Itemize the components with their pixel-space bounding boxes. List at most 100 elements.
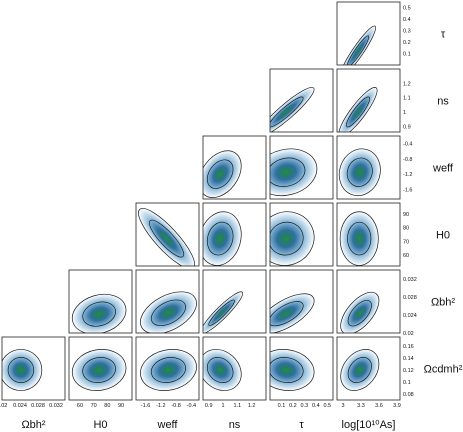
y-tick-label: 0.08 xyxy=(403,392,414,398)
y-param-label: τ xyxy=(441,29,446,41)
y-tick-label: 60 xyxy=(403,253,409,259)
x-tick-label: 0.02 xyxy=(0,403,7,409)
x-tick-label: 0.028 xyxy=(31,403,45,409)
panel-omegacdmh2-vs-logA xyxy=(336,336,401,401)
panel-weff-vs-logA xyxy=(336,135,401,200)
panel-frame xyxy=(269,202,334,267)
contour-95 xyxy=(340,25,376,65)
panel-omegabh2-vs-h0 xyxy=(68,269,133,334)
panel-h0-vs-logA xyxy=(336,202,401,267)
x-tick-label: -1.6 xyxy=(141,403,150,409)
panel-frame xyxy=(202,336,267,401)
contour-95 xyxy=(203,211,242,266)
contour-95 xyxy=(138,208,195,266)
x-tick-label: 3 xyxy=(341,403,344,409)
y-tick-label: 0.032 xyxy=(403,277,417,283)
y-tick-label: 1.1 xyxy=(403,96,411,102)
panel-frame xyxy=(336,336,401,401)
contour-95 xyxy=(71,293,127,333)
x-tick-label: 0.032 xyxy=(49,403,63,409)
density-fill xyxy=(270,292,316,333)
y-tick-label: 0.1 xyxy=(403,380,411,386)
density-fill xyxy=(339,348,381,392)
panel-omegacdmh2-vs-weff xyxy=(135,336,200,401)
density-fill xyxy=(339,24,377,65)
x-tick-label: 60 xyxy=(77,403,83,409)
panel-frame xyxy=(336,68,401,133)
density-fill xyxy=(203,210,243,266)
panel-frame xyxy=(135,202,200,267)
y-tick-label: 0.2 xyxy=(403,40,411,46)
y-tick-label: -1.6 xyxy=(403,187,412,193)
x-tick-label: 0.2 xyxy=(289,403,297,409)
panel-frame xyxy=(336,202,401,267)
density-fill xyxy=(138,290,199,333)
panel-frame xyxy=(336,269,401,334)
y-tick-label: 0.1 xyxy=(403,52,411,58)
x-param-label: H0 xyxy=(93,419,107,431)
panels-layer xyxy=(1,1,401,401)
y-tick-label: 0.02 xyxy=(403,331,414,337)
panel-frame xyxy=(336,1,401,66)
density-fill xyxy=(203,290,244,333)
panel-frame xyxy=(202,202,267,267)
y-param-label: weff xyxy=(432,163,454,175)
x-param-label: τ xyxy=(299,419,304,431)
x-param-label: ns xyxy=(229,419,241,431)
density-fill xyxy=(70,293,128,333)
y-param-label: ns xyxy=(437,96,449,108)
contour-68 xyxy=(270,96,304,128)
y-tick-label: 0.12 xyxy=(403,368,414,374)
x-tick-label: 0.4 xyxy=(312,403,320,409)
contour-68 xyxy=(346,157,373,187)
x-param-label: weff xyxy=(157,419,179,431)
density-fill xyxy=(270,85,316,132)
x-tick-label: 0.5 xyxy=(323,403,331,409)
density-fill xyxy=(270,210,316,266)
panel-frame xyxy=(269,68,334,133)
y-tick-label: 1.2 xyxy=(403,81,411,87)
panel-omegacdmh2-vs-ns xyxy=(202,336,267,401)
contour-95 xyxy=(340,291,380,333)
panel-h0-vs-weff xyxy=(135,202,200,267)
density-fill xyxy=(339,290,381,333)
contour-68 xyxy=(206,221,234,256)
panel-ns-vs-tau xyxy=(269,68,334,133)
contour-95 xyxy=(203,291,244,333)
x-tick-label: 1.2 xyxy=(248,403,256,409)
y-tick-label: 0.024 xyxy=(403,313,417,319)
contour-95 xyxy=(340,349,380,391)
y-param-label: H0 xyxy=(436,230,450,242)
x-tick-label: 80 xyxy=(104,403,110,409)
panel-frame xyxy=(68,336,133,401)
density-fill xyxy=(337,147,382,198)
contour-68 xyxy=(345,96,371,128)
contour-95 xyxy=(339,211,379,266)
x-tick-label: 3.9 xyxy=(393,403,401,409)
x-tick-label: 0.9 xyxy=(205,403,213,409)
panel-omegacdmh2-vs-omegabh2 xyxy=(1,336,66,401)
panel-frame xyxy=(269,269,334,334)
contour-68 xyxy=(208,299,235,326)
x-tick-label: 3.6 xyxy=(375,403,383,409)
density-fill xyxy=(270,348,316,392)
x-tick-label: 70 xyxy=(91,403,97,409)
contour-95 xyxy=(270,293,315,333)
panel-weff-vs-tau xyxy=(269,135,334,200)
contour-68 xyxy=(206,159,234,189)
contour-95 xyxy=(270,349,315,391)
density-fill xyxy=(70,348,128,392)
contour-95 xyxy=(270,211,315,266)
density-fill xyxy=(338,210,380,266)
x-tick-label: 0.3 xyxy=(301,403,309,409)
x-tick-label: 3.3 xyxy=(357,403,365,409)
contour-68 xyxy=(206,357,234,383)
panel-h0-vs-tau xyxy=(269,202,334,267)
panel-frame xyxy=(68,269,133,334)
panel-frame xyxy=(202,135,267,200)
y-tick-label: -1.2 xyxy=(403,172,412,178)
y-tick-label: 0.028 xyxy=(403,295,417,301)
panel-frame xyxy=(1,336,66,401)
y-param-label: Ωbh² xyxy=(431,297,455,309)
